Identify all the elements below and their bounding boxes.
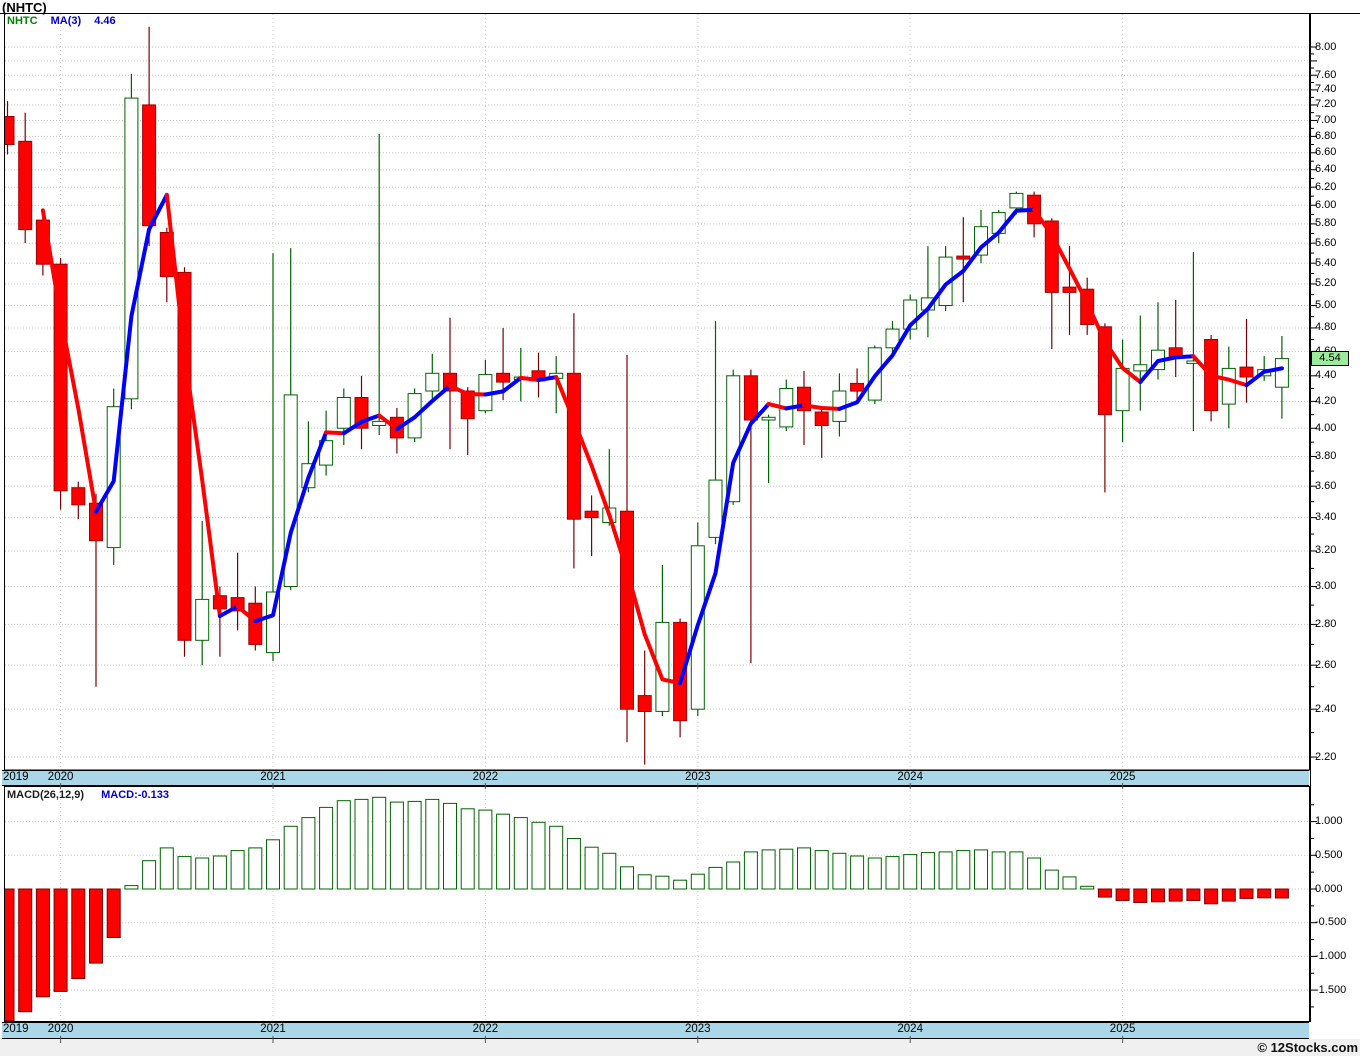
footer-strip bbox=[0, 1039, 1360, 1056]
timeline-band-lower bbox=[2, 1022, 1309, 1039]
